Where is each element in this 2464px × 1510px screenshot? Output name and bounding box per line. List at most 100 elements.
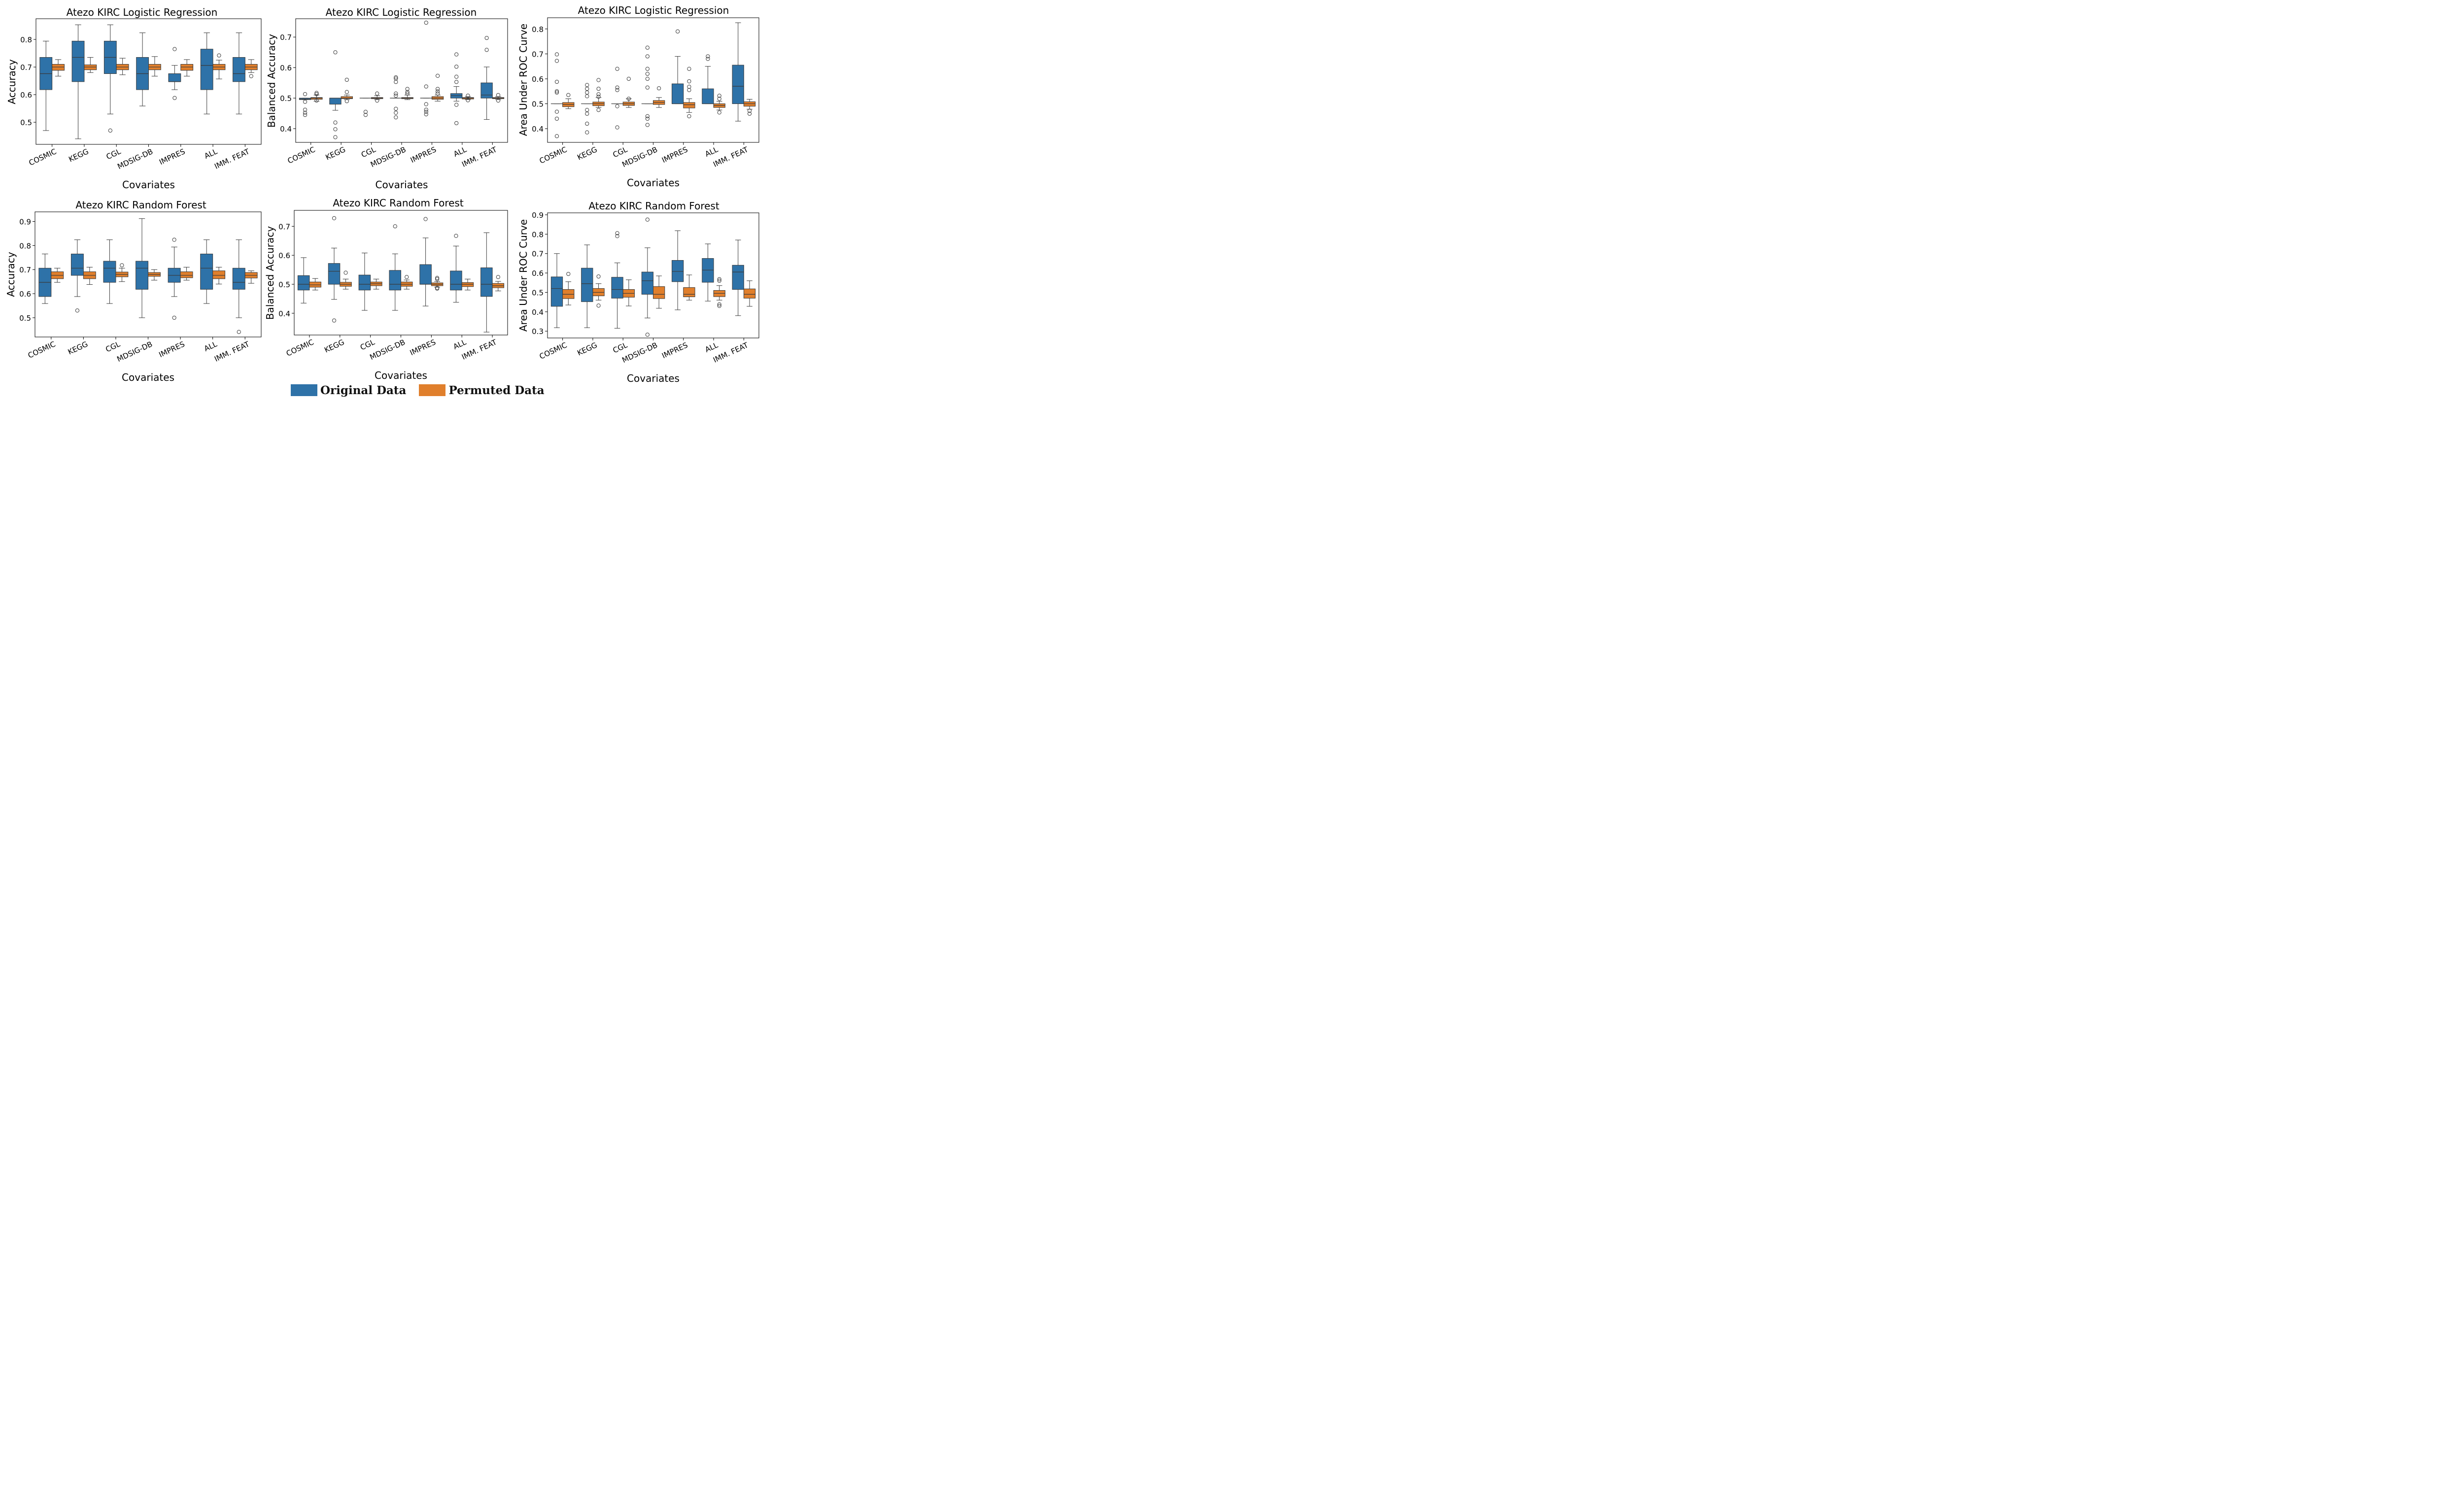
chart-2-x-tick-label: IMM. FEAT — [460, 145, 498, 169]
chart-3-outlier-point — [585, 87, 589, 91]
chart-2-plot-frame — [295, 18, 508, 143]
chart-2-outlier-point — [394, 91, 398, 96]
chart-4-outlier-point — [172, 237, 176, 242]
chart-2-outlier-point — [303, 100, 308, 104]
chart-5-x-tick-label: COSMIC — [285, 337, 315, 358]
chart-4-box-permuted — [180, 271, 193, 278]
chart-1-box-original — [168, 73, 181, 82]
chart-3-outlier-point — [596, 78, 601, 82]
chart-5-box-original — [297, 275, 310, 291]
chart-5-plot-frame — [294, 210, 508, 336]
chart-3-outlier-point — [554, 79, 559, 84]
chart-2-outlier-point — [424, 84, 428, 89]
chart-6-box-original — [732, 265, 744, 290]
chart-3-outlier-point — [554, 59, 559, 63]
chart-2-outlier-point — [314, 92, 319, 97]
chart-2-outlier-point — [436, 87, 440, 91]
chart-4-y-axis-label: Accuracy — [5, 252, 17, 297]
chart-3-outlier-point — [687, 85, 691, 89]
chart-3-outlier-point — [585, 130, 589, 134]
chart-3-outlier-point — [585, 94, 589, 99]
chart-3-box-original — [702, 88, 714, 104]
chart-4-outlier-point — [120, 263, 124, 268]
chart-2-outlier-point — [436, 89, 440, 94]
chart-2-outlier-point — [333, 135, 338, 139]
chart-6-box-permuted — [683, 287, 695, 298]
chart-6-x-tick-label: COSMIC — [538, 340, 569, 361]
chart-2-outlier-point — [303, 113, 308, 117]
chart-2-outlier-point — [424, 20, 428, 25]
chart-2-outlier-point — [454, 102, 459, 107]
chart-3-x-tick-label: CGL — [612, 145, 629, 159]
chart-3-box-permuted — [683, 102, 695, 108]
chart-2-outlier-point — [394, 115, 398, 120]
chart-5-outlier-point — [332, 216, 337, 220]
chart-2-y-tick-label: 0.4 — [280, 125, 292, 134]
chart-2-outlier-point — [424, 107, 428, 112]
chart-5-outlier-point — [435, 277, 440, 281]
chart-2-outlier-point — [454, 121, 459, 126]
chart-6-outlier-point — [615, 234, 619, 238]
chart-3-outlier-point — [645, 76, 650, 81]
legend-label-original: Original Data — [320, 383, 407, 397]
chart-2-y-axis-label: Balanced Accuracy — [266, 34, 277, 128]
chart-2-outlier-point — [333, 127, 338, 132]
chart-2-outlier-point — [314, 98, 319, 103]
chart-2-box-permuted — [341, 96, 353, 99]
chart-5-outlier-point — [435, 275, 440, 280]
chart-3-x-tick-label: IMPRES — [660, 145, 689, 165]
chart-5-outlier-point — [454, 234, 458, 238]
chart-2-outlier-point — [454, 74, 459, 79]
chart-6-outlier-point — [596, 274, 601, 279]
chart-5-outlier-point — [405, 275, 409, 279]
chart-6-y-tick-label: 0.5 — [532, 288, 544, 297]
chart-4-x-tick-label: ALL — [203, 339, 219, 353]
chart-2-outlier-point — [333, 120, 338, 125]
chart-1-outlier-point — [249, 74, 253, 78]
chart-5-outlier-point — [343, 270, 348, 275]
chart-3-y-tick-label: 0.7 — [532, 50, 544, 59]
chart-2-outlier-point — [424, 102, 428, 106]
chart-3-outlier-point — [706, 54, 710, 59]
chart-3-outlier-point — [717, 94, 721, 98]
chart-5-box-original — [328, 263, 341, 285]
chart-2-x-tick-label: COSMIC — [286, 145, 317, 166]
chart-5-x-axis-label: Covariates — [375, 369, 427, 381]
legend-item-permuted: Permuted Data — [419, 384, 545, 397]
chart-3-title: Atezo KIRC Logistic Regression — [578, 4, 729, 16]
chart-4-x-tick-label: COSMIC — [27, 339, 57, 360]
chart-2-outlier-point — [344, 90, 349, 94]
chart-3-outlier-point — [615, 104, 619, 108]
chart-5-outlier-point — [423, 217, 428, 221]
chart-1-box-original — [71, 40, 85, 82]
chart-2-outlier-point — [344, 99, 349, 103]
chart-4-y-tick-label: 0.5 — [19, 314, 31, 323]
chart-6-box-permuted — [653, 286, 665, 299]
chart-1-outlier-point — [108, 128, 112, 133]
chart-3-outlier-point — [554, 90, 559, 95]
chart-4-box-original — [136, 261, 148, 290]
chart-3-outlier-point — [596, 108, 601, 112]
chart-2-outlier-point — [454, 80, 459, 84]
legend-item-original: Original Data — [291, 384, 406, 397]
chart-2-x-tick-label: IMPRES — [409, 145, 438, 165]
chart-1-y-tick-label: 0.6 — [20, 91, 32, 100]
chart-5-outlier-point — [496, 275, 500, 279]
chart-2-outlier-point — [405, 87, 410, 91]
chart-2-outlier-point — [344, 77, 349, 82]
chart-1-y-tick-label: 0.7 — [20, 63, 32, 72]
chart-3-outlier-point — [645, 116, 650, 121]
chart-6-outlier-point — [645, 333, 650, 337]
chart-2-outlier-point — [484, 48, 489, 52]
chart-4-x-tick-label: IMM. FEAT — [213, 339, 251, 364]
chart-3-x-tick-label: ALL — [704, 145, 720, 159]
chart-2-outlier-point — [363, 109, 368, 114]
chart-5-x-tick-label: IMM. FEAT — [460, 337, 498, 362]
chart-6-x-tick-label: KEGG — [576, 340, 598, 357]
chart-4-y-tick-label: 0.8 — [19, 241, 31, 250]
chart-5-x-tick-label: KEGG — [323, 337, 345, 354]
chart-2-outlier-point — [436, 73, 440, 78]
chart-3-outlier-point — [615, 85, 619, 90]
chart-2-outlier-point — [466, 98, 470, 102]
chart-6-x-tick-label: CGL — [612, 340, 629, 355]
